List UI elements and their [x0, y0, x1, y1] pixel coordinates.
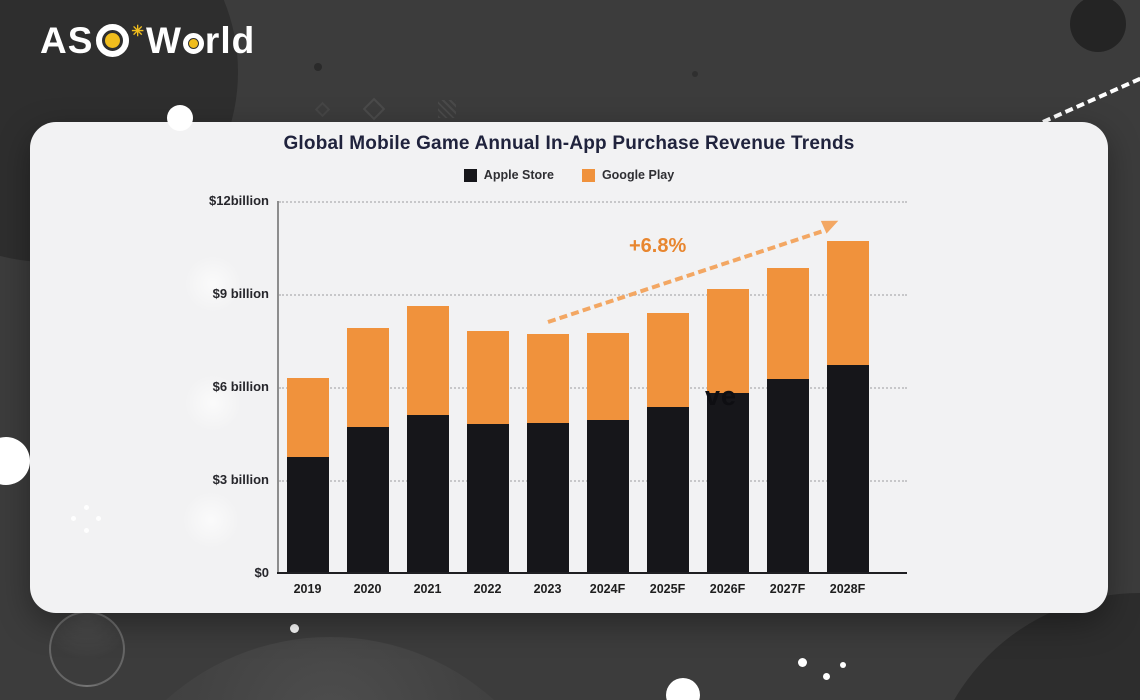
legend-item-apple-store: Apple Store	[463, 168, 554, 182]
decor-circle-topright	[1070, 0, 1126, 52]
bar-google-2025F	[646, 312, 689, 408]
decor-card-blob	[184, 374, 242, 432]
decor-white-dot	[0, 437, 30, 485]
aso-world-logo: AS ✳ W rld	[40, 22, 255, 59]
decor-diamond	[314, 101, 331, 118]
apple-store-swatch-icon	[463, 168, 477, 182]
decor-card-blob	[184, 255, 242, 313]
logo-o-small-icon	[182, 33, 204, 54]
x-tick-label-2019: 2019	[293, 582, 322, 596]
x-tick-label-2022: 2022	[473, 582, 502, 596]
x-tick-label-2023: 2023	[533, 582, 562, 596]
legend-label: Apple Store	[483, 168, 554, 182]
chart-legend: Apple Store Google Play	[30, 168, 1108, 182]
x-axis-line	[277, 572, 907, 574]
decor-spark-dot	[71, 516, 76, 521]
gridline-9b	[279, 294, 907, 296]
decor-ring-bottomleft	[49, 611, 125, 687]
bar-apple-2026F	[706, 393, 749, 573]
bar-google-2022	[466, 331, 509, 425]
bar-google-2021	[406, 306, 449, 415]
bar-apple-2020	[346, 427, 389, 573]
decor-white-dot	[823, 673, 830, 680]
bar-apple-2025F	[646, 407, 689, 573]
bar-google-2028F	[826, 241, 869, 366]
bar-google-2026F	[706, 289, 749, 394]
bar-apple-2022	[466, 424, 509, 573]
decor-circle-bottom	[85, 637, 575, 700]
decor-white-dot	[290, 624, 299, 633]
chart-title: Global Mobile Game Annual In-App Purchas…	[283, 133, 855, 154]
decor-card-blob	[182, 491, 240, 549]
x-tick-label-2027F: 2027F	[769, 582, 806, 596]
bar-apple-2021	[406, 414, 449, 573]
y-axis-line	[277, 201, 279, 573]
decor-hatch	[438, 100, 456, 118]
growth-annotation: +6.8%	[629, 235, 687, 257]
bar-google-2024F	[586, 332, 629, 420]
x-tick-label-2028F: 2028F	[829, 582, 866, 596]
decor-spark-dot	[84, 505, 89, 510]
y-tick-label: $9 billion	[212, 286, 269, 302]
decor-spark-dot	[96, 516, 101, 521]
bar-google-2023	[526, 334, 569, 423]
bar-apple-2024F	[586, 419, 629, 573]
stacked-bar-chart: ve +6.8% $12billion $9 billion $6 billion $…	[209, 193, 907, 596]
legend-item-google-play: Google Play	[581, 168, 675, 182]
decor-dark-dot	[314, 63, 322, 71]
decor-white-dot	[167, 105, 193, 131]
y-tick-label: $3 billion	[212, 472, 269, 488]
x-tick-label-2025F: 2025F	[649, 582, 686, 596]
x-tick-label-2024F: 2024F	[589, 582, 626, 596]
bar-google-2019	[286, 377, 329, 457]
chart-card: Global Mobile Game Annual In-App Purchas…	[30, 122, 1108, 613]
decor-spark-dot	[84, 528, 89, 533]
y-tick-label: $0	[254, 565, 269, 581]
bar-apple-2019	[286, 456, 329, 573]
decor-white-dot	[840, 662, 846, 668]
bar-google-2027F	[766, 267, 809, 380]
x-tick-label-2020: 2020	[353, 582, 382, 596]
x-tick-label-2026F: 2026F	[709, 582, 746, 596]
bar-apple-2023	[526, 422, 569, 573]
y-tick-label: $12billion	[209, 193, 269, 209]
decor-dark-dot	[692, 71, 698, 77]
bar-apple-2027F	[766, 379, 809, 573]
watermark-fragment: ve	[705, 381, 738, 411]
legend-label: Google Play	[601, 168, 675, 182]
y-tick-label: $6 billion	[212, 379, 269, 395]
decor-diamond	[362, 97, 386, 121]
gridline-12b	[279, 201, 907, 203]
logo-o-icon	[96, 24, 130, 57]
x-tick-label-2021: 2021	[413, 582, 442, 596]
logo-text-w: W	[145, 20, 182, 61]
bar-apple-2028F	[826, 365, 869, 573]
bar-google-2020	[346, 328, 389, 428]
logo-text-rld: rld	[204, 20, 256, 61]
logo-text-as: AS	[40, 20, 94, 61]
logo-sparkle-icon: ✳	[131, 22, 144, 40]
google-play-swatch-icon	[581, 168, 595, 182]
trend-arrow-head-icon	[820, 214, 842, 234]
decor-white-dot	[798, 658, 807, 667]
decor-white-dot	[666, 678, 700, 700]
